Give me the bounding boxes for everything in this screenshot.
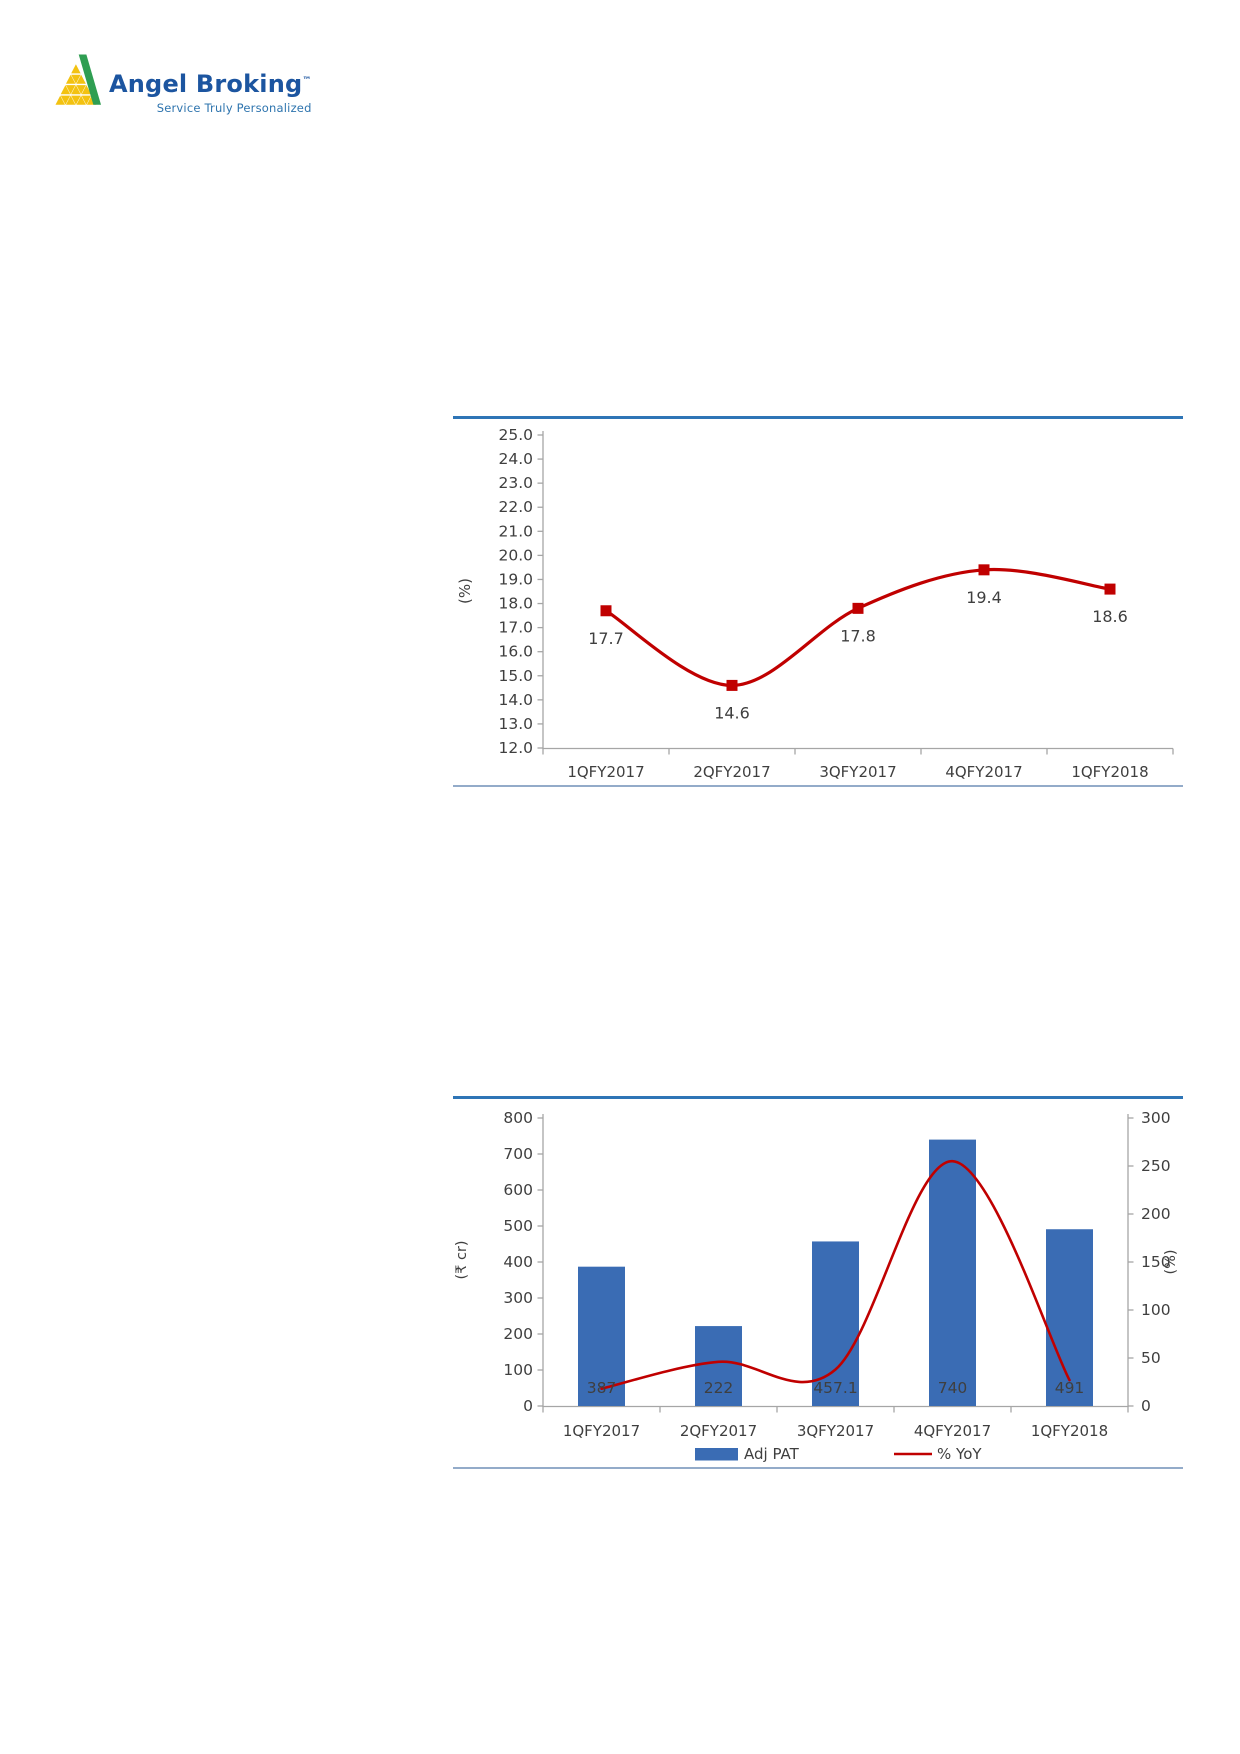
right-axis-tick-label: 150 xyxy=(1141,1253,1171,1271)
quarterly-percentage-line-chart: 25.0 24.0 23.0 22.0 21.0 20.0 19.0 18.0 17.0 16.0… xyxy=(453,416,1183,787)
bar-data-label: 457.1 xyxy=(813,1379,857,1397)
left-axis-tick-label: 600 xyxy=(503,1181,533,1199)
x-axis-category-label: 2QFY2017 xyxy=(693,763,770,781)
left-axis-tick-label: 0 xyxy=(523,1397,533,1415)
x-axis-category-label: 1QFY2018 xyxy=(1071,763,1148,781)
x-axis-category-label: 1QFY2018 xyxy=(1031,1422,1108,1440)
logo-yellow-triangle xyxy=(81,95,92,105)
logo-yellow-triangle xyxy=(76,85,86,95)
bar-data-label: 387 xyxy=(587,1379,617,1397)
legend-adj-pat-label: Adj PAT xyxy=(744,1445,800,1463)
logo-brand-name: Angel Broking xyxy=(109,70,303,98)
y-axis-tick-label: 12.0 xyxy=(498,739,533,757)
y-axis-tick-label: 21.0 xyxy=(498,522,533,540)
logo-yellow-triangle xyxy=(60,85,71,95)
angel-broking-logo-icon xyxy=(55,54,101,105)
y-axis-tick-label: 20.0 xyxy=(498,546,533,564)
adj-pat-bar xyxy=(695,1326,742,1406)
y-axis-tick-label: 22.0 xyxy=(498,498,533,516)
right-axis-tick-label: 0 xyxy=(1141,1397,1151,1415)
logo-green-slash xyxy=(78,54,101,105)
left-axis-tick-label: 400 xyxy=(503,1253,533,1271)
right-axis-tick-label: 200 xyxy=(1141,1205,1171,1223)
series-marker xyxy=(852,602,864,614)
logo-text: Angel Broking™ Service Truly Personalize… xyxy=(109,72,312,115)
logo-yellow-triangle xyxy=(60,95,71,105)
logo-yellow-triangle xyxy=(65,95,76,105)
logo-trademark: ™ xyxy=(302,76,312,86)
legend-adj-pat-swatch xyxy=(695,1448,738,1461)
logo-yellow-triangle xyxy=(55,95,65,105)
bar-data-label: 740 xyxy=(938,1379,968,1397)
series-marker xyxy=(978,564,990,576)
series-data-label: 17.8 xyxy=(840,626,876,645)
bar-data-label: 491 xyxy=(1055,1379,1085,1397)
logo-yellow-triangle xyxy=(76,95,86,105)
logo-yellow-triangle xyxy=(65,85,76,95)
x-axis-category-label: 1QFY2017 xyxy=(563,1422,640,1440)
x-axis-category-label: 3QFY2017 xyxy=(819,763,896,781)
bar-data-label: 222 xyxy=(704,1379,734,1397)
y-axis-tick-label: 18.0 xyxy=(498,595,533,613)
series-data-label: 18.6 xyxy=(1092,607,1128,626)
logo-brand-text: Angel Broking™ xyxy=(109,72,312,96)
left-axis-tick-label: 800 xyxy=(503,1109,533,1127)
combo-chart-svg: 0 100 200 300 400 500 600 700 800 0 50 100 150 200 250… xyxy=(454,1109,1179,1463)
x-axis-category-label: 2QFY2017 xyxy=(680,1422,757,1440)
line-chart-svg: 25.0 24.0 23.0 22.0 21.0 20.0 19.0 18.0 17.0 16.0… xyxy=(456,426,1174,781)
yoy-line xyxy=(600,1159,1071,1391)
y-axis-tick-label: 13.0 xyxy=(498,715,533,733)
y-axis-tick-label: 15.0 xyxy=(498,667,533,685)
right-axis-tick-label: 300 xyxy=(1141,1109,1171,1127)
left-axis-tick-label: 200 xyxy=(503,1325,533,1343)
logo-yellow-triangle xyxy=(71,64,81,74)
x-axis-category-label: 4QFY2017 xyxy=(945,763,1022,781)
adj-pat-yoy-combo-chart: 0 100 200 300 400 500 600 700 800 0 50 100 150 200 250… xyxy=(453,1096,1183,1469)
series-marker xyxy=(1104,583,1116,595)
x-axis-category-label: 4QFY2017 xyxy=(914,1422,991,1440)
y-axis-tick-label: 19.0 xyxy=(498,570,533,588)
logo-yellow-triangle xyxy=(65,74,76,84)
x-axis-category-label: 1QFY2017 xyxy=(567,763,644,781)
y-axis-title: (%) xyxy=(456,578,474,604)
left-axis-tick-label: 300 xyxy=(503,1289,533,1307)
logo-yellow-triangle xyxy=(71,95,81,105)
logo-yellow-triangle xyxy=(71,74,81,84)
series-data-label: 19.4 xyxy=(966,588,1002,607)
logo-yellow-triangle xyxy=(71,85,81,95)
right-axis-tick-label: 50 xyxy=(1141,1349,1161,1367)
right-axis-tick-label: 100 xyxy=(1141,1301,1171,1319)
right-axis-tick-label: 250 xyxy=(1141,1157,1171,1175)
series-marker xyxy=(726,679,738,691)
y-axis-tick-label: 24.0 xyxy=(498,450,533,468)
left-axis-tick-label: 100 xyxy=(503,1361,533,1379)
series-data-label: 14.6 xyxy=(714,703,750,722)
left-axis-tick-label: 500 xyxy=(503,1217,533,1235)
adj-pat-bar xyxy=(578,1266,625,1406)
series-marker xyxy=(600,605,612,617)
legend-yoy-label: % YoY xyxy=(937,1445,982,1463)
adj-pat-bar xyxy=(1046,1229,1093,1406)
left-axis-title: (₹ cr) xyxy=(454,1240,470,1279)
y-axis-tick-label: 14.0 xyxy=(498,691,533,709)
adj-pat-bar xyxy=(929,1139,976,1406)
y-axis-tick-label: 25.0 xyxy=(498,426,533,444)
angel-broking-logo: Angel Broking™ Service Truly Personalize… xyxy=(55,52,312,115)
series-data-label: 17.7 xyxy=(588,629,624,648)
logo-yellow-triangle xyxy=(81,85,92,95)
right-axis-title: (%) xyxy=(1163,1249,1179,1274)
logo-tagline: Service Truly Personalized xyxy=(156,101,312,115)
x-axis-category-label: 3QFY2017 xyxy=(797,1422,874,1440)
y-axis-tick-label: 17.0 xyxy=(498,619,533,637)
logo-yellow-triangle xyxy=(76,74,86,84)
y-axis-tick-label: 23.0 xyxy=(498,474,533,492)
left-axis-tick-label: 700 xyxy=(503,1145,533,1163)
y-axis-tick-label: 16.0 xyxy=(498,643,533,661)
